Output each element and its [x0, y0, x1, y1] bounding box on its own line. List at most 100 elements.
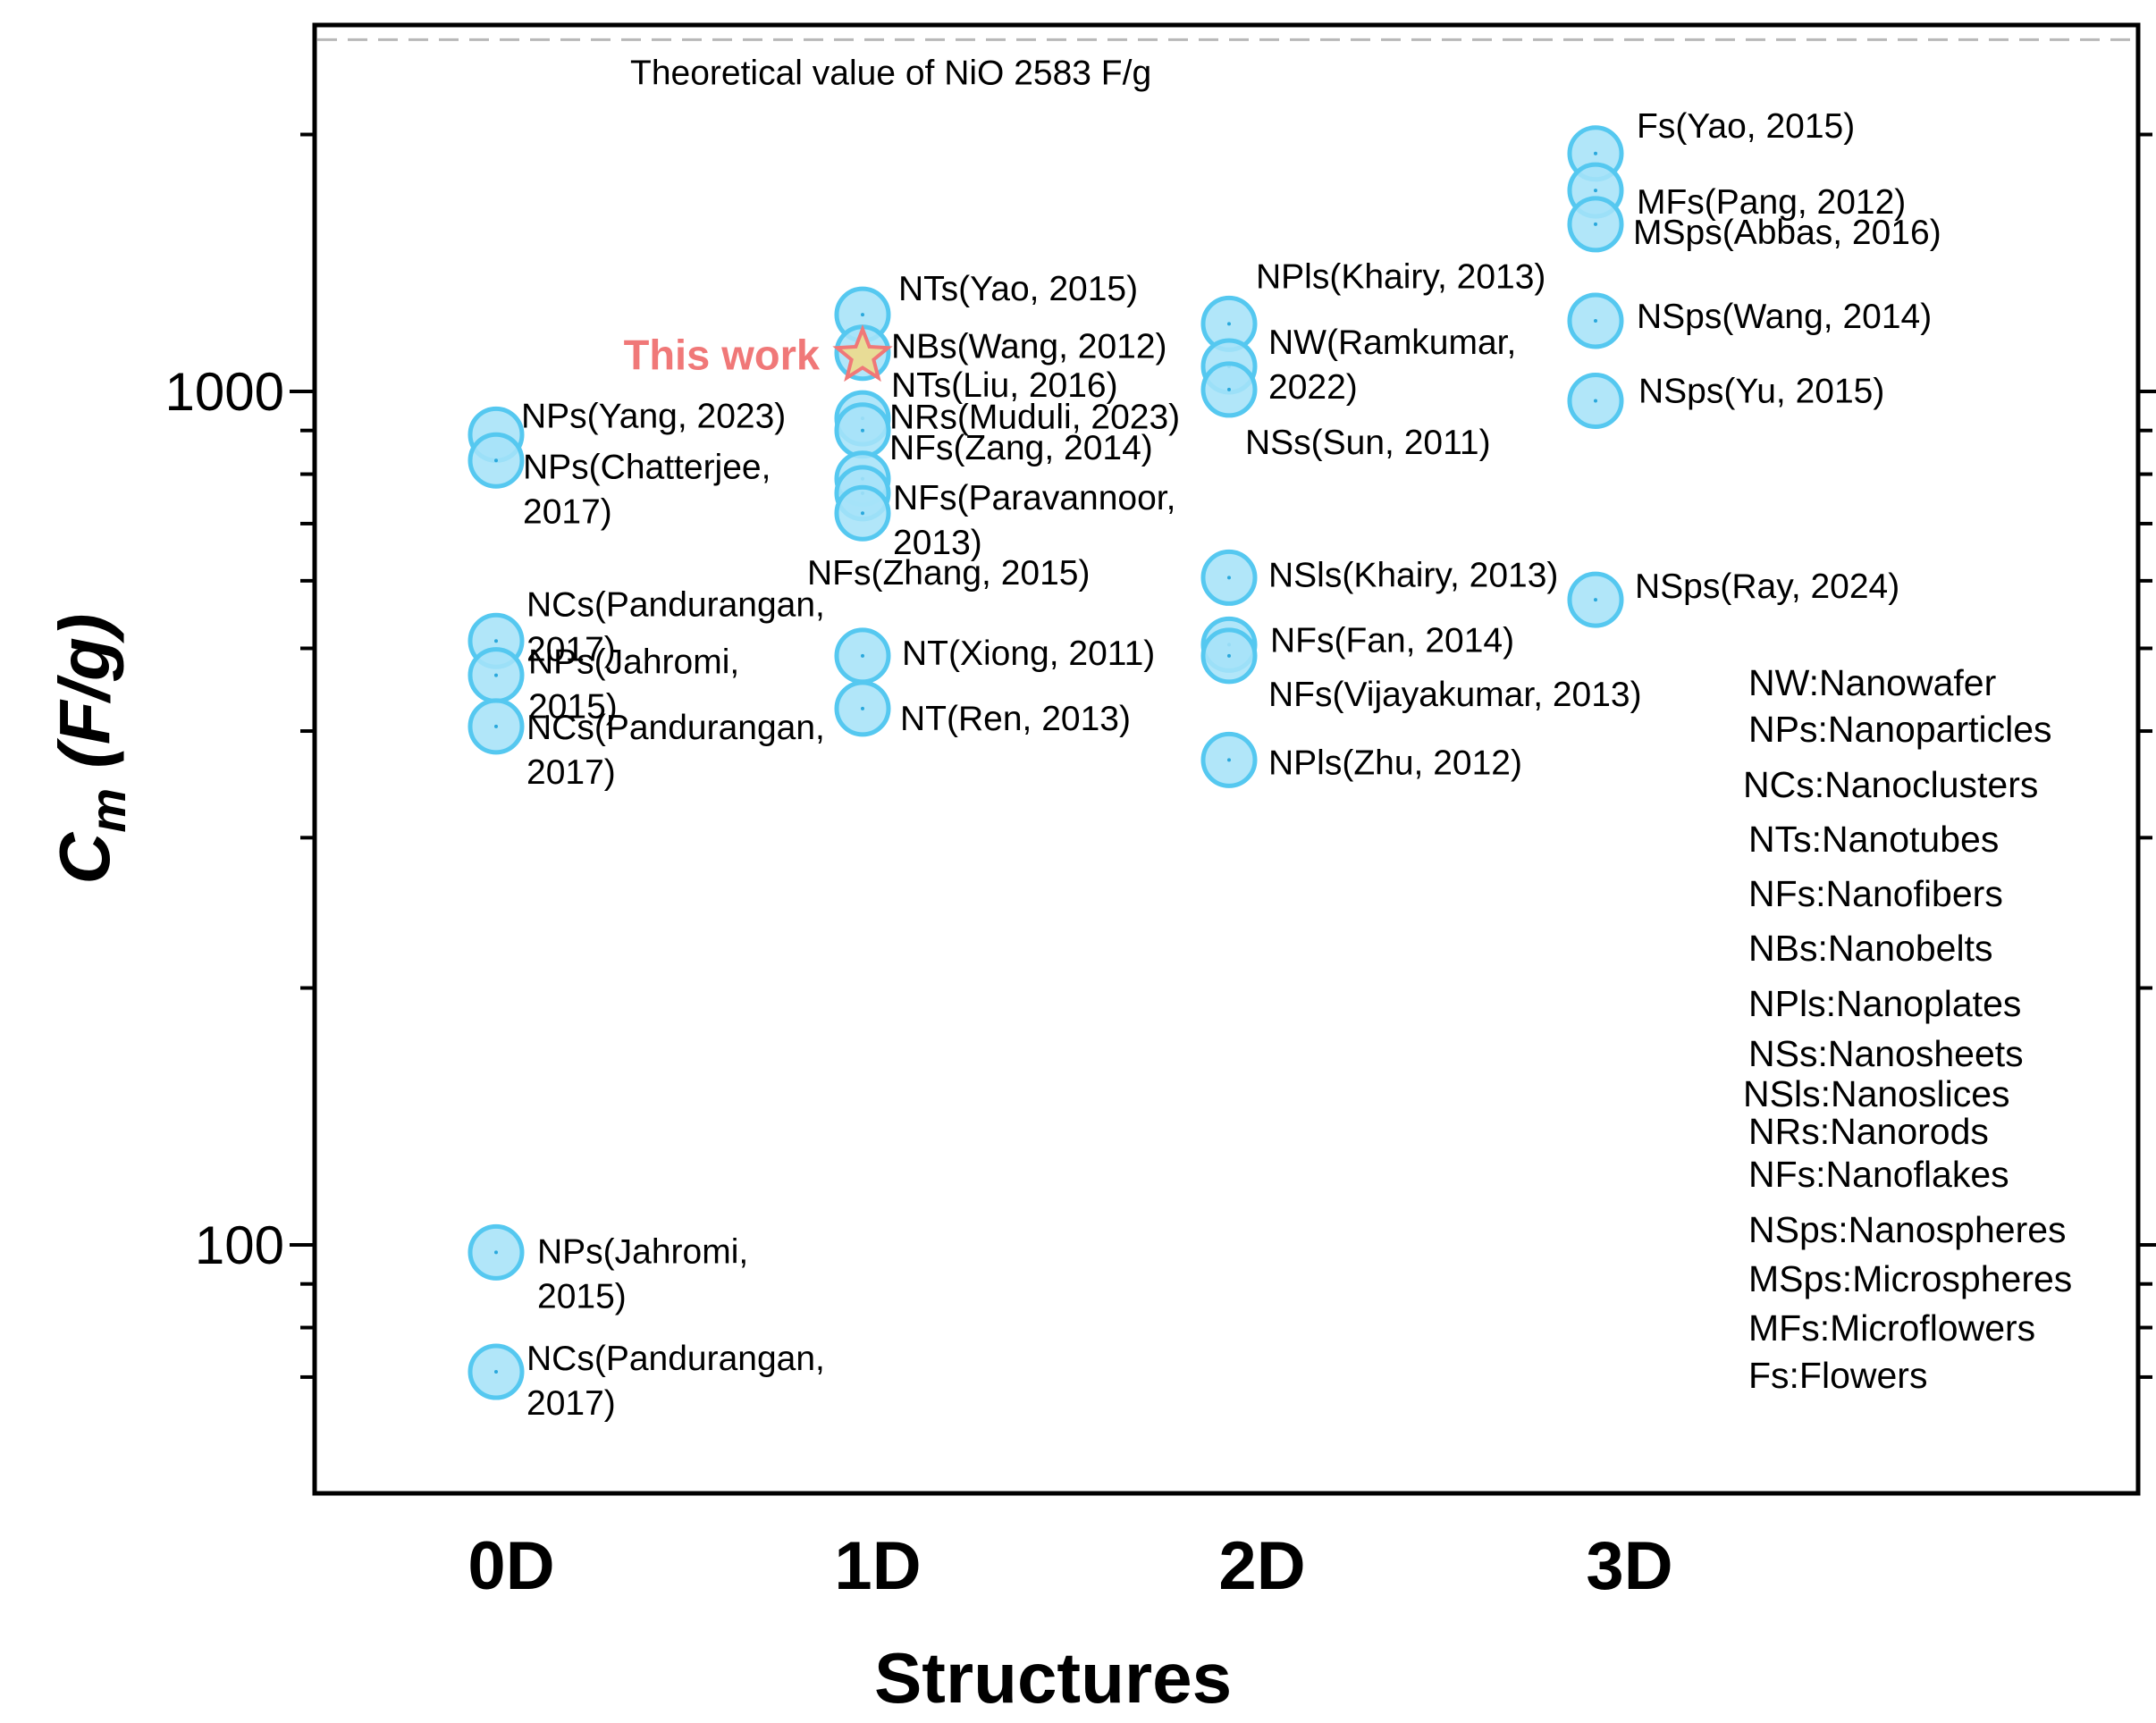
- abbr-item: NFs:Nanofibers: [1748, 873, 2003, 914]
- data-point-label-line: NCs(Pandurangan,: [526, 709, 825, 747]
- data-point-center: [1227, 758, 1231, 762]
- abbr-item: NSls:Nanoslices: [1743, 1073, 2010, 1114]
- abbr-item: MFs:Microflowers: [1748, 1307, 2035, 1349]
- data-point-label-line: NSps(Yu, 2015): [1638, 373, 1884, 411]
- abbr-item: MSps:Microspheres: [1748, 1258, 2072, 1299]
- data-point-label: NSps(Yu, 2015): [1638, 373, 1884, 411]
- data-point-label-line: NPs(Yang, 2023): [521, 397, 786, 435]
- data-point-label: NPls(Khairy, 2013): [1256, 257, 1545, 296]
- data-point-center: [494, 1250, 498, 1255]
- abbr-item: NSps:Nanospheres: [1748, 1209, 2067, 1250]
- data-point-center: [1227, 387, 1231, 391]
- data-point-label: NPls(Zhu, 2012): [1268, 744, 1522, 782]
- data-point-label: NFs(Paravannoor, 2013): [893, 479, 1175, 562]
- abbr-item: NFs:Nanoflakes: [1748, 1154, 2009, 1195]
- data-point-center: [1227, 322, 1231, 326]
- abbr-item: NRs:Nanorods: [1748, 1111, 1989, 1152]
- data-point-center: [1227, 576, 1231, 580]
- data-point-label-line: NPs(Chatterjee,: [523, 448, 771, 486]
- abbr-item: Fs:Flowers: [1748, 1355, 1927, 1396]
- data-point-label-line: NCs(Pandurangan,: [526, 585, 825, 624]
- data-point-center: [494, 1370, 498, 1374]
- y-axis-ticks: [290, 132, 2156, 1379]
- data-point-label-line: MFs(Pang, 2012): [1637, 183, 1906, 222]
- data-point-label: NFs(Vijayakumar, 2013): [1268, 676, 1642, 714]
- data-point-label-line: NCs(Pandurangan,: [526, 1340, 825, 1378]
- y-axis-title-unit: (F/g): [45, 613, 124, 787]
- data-point-label-line: NBs(Wang, 2012): [891, 328, 1167, 366]
- data-point-label-line: NW(Ramkumar,: [1268, 324, 1516, 362]
- data-point-label-line: 2017): [523, 492, 612, 531]
- y-axis-title-main: C: [45, 832, 124, 885]
- data-point-label: NFs(Zang, 2014): [889, 429, 1153, 467]
- x-axis-title: Structures: [874, 1638, 1232, 1718]
- abbr-item: NW:Nanowafer: [1748, 662, 1996, 703]
- data-point-label-line: 2017): [526, 1384, 616, 1423]
- data-point-label-line: NSps(Wang, 2014): [1637, 298, 1932, 336]
- data-point-label-line: 2017): [526, 630, 616, 668]
- data-point-label-line: NPls(Zhu, 2012): [1268, 744, 1522, 782]
- data-point-label-line: NT(Xiong, 2011): [902, 635, 1155, 673]
- abbr-item: NSs:Nanosheets: [1748, 1033, 2024, 1074]
- data-point-label-line: NSps(Ray, 2024): [1635, 567, 1899, 606]
- data-points: NPs(Yang, 2023)NPs(Chatterjee, 2017)NCs(P…: [467, 107, 1941, 1423]
- data-point-center: [1227, 653, 1231, 658]
- this-work-marker-group: This work: [624, 324, 893, 382]
- data-point-center: [861, 313, 864, 317]
- data-point-label-line: NSls(Khairy, 2013): [1268, 556, 1558, 594]
- data-point-label-line: 2017): [526, 753, 616, 792]
- data-point-label: NPs(Jahromi, 2015): [528, 643, 739, 727]
- data-point-label-line: NFs(Vijayakumar, 2013): [1268, 676, 1642, 714]
- data-point-label: Fs(Yao, 2015): [1637, 107, 1855, 146]
- data-point-label: NFs(Fan, 2014): [1270, 621, 1514, 660]
- abbr-item: NPls:Nanoplates: [1748, 983, 2021, 1024]
- this-work-label: This work: [624, 331, 821, 378]
- data-point-label: NFs(Zhang, 2015): [807, 554, 1090, 593]
- data-point-label-line: 2022): [1268, 368, 1358, 407]
- data-point-label: NPs(Yang, 2023): [521, 397, 786, 435]
- data-point-label: NW(Ramkumar, 2022): [1268, 324, 1516, 407]
- data-point-label: NT(Ren, 2013): [900, 700, 1131, 738]
- data-point-center: [1594, 151, 1597, 155]
- data-point-label-line: 2015): [528, 688, 618, 727]
- data-point-label: NBs(Wang, 2012): [891, 328, 1167, 366]
- data-point-label: NRs(Muduli, 2023): [889, 399, 1180, 437]
- y-tick-label-100: 100: [195, 1215, 284, 1275]
- data-point-label: MFs(Pang, 2012): [1637, 183, 1906, 222]
- data-point-label-line: Fs(Yao, 2015): [1637, 107, 1855, 146]
- abbr-item: NPs:Nanoparticles: [1748, 709, 2052, 750]
- data-point-center: [494, 458, 498, 463]
- data-point-center: [861, 511, 864, 516]
- data-point-center: [861, 428, 864, 433]
- data-point-label-line: NFs(Fan, 2014): [1270, 621, 1514, 660]
- data-point-label-line: 2013): [893, 524, 982, 562]
- data-point-label: NSps(Wang, 2014): [1637, 298, 1932, 336]
- abbr-item: NBs:Nanobelts: [1748, 928, 1992, 969]
- plot-frame: [312, 22, 2141, 1496]
- data-point-label: NCs(Pandurangan, 2017): [526, 585, 825, 668]
- y-axis-title-subscript: m: [80, 788, 136, 833]
- x-tick-label-3d: 3D: [1586, 1528, 1672, 1604]
- data-point-label: NSls(Khairy, 2013): [1268, 556, 1558, 594]
- x-tick-label-1d: 1D: [834, 1528, 921, 1604]
- data-point-label: NPs(Jahromi, 2015): [537, 1232, 748, 1315]
- data-point-label: NCs(Pandurangan, 2017): [526, 709, 825, 792]
- data-point-label-line: NPs(Jahromi,: [537, 1232, 748, 1271]
- x-tick-label-2d: 2D: [1218, 1528, 1305, 1604]
- data-point-label-line: 2015): [537, 1277, 627, 1315]
- data-point-label: MSps(Abbas, 2016): [1633, 214, 1941, 252]
- data-point-label-line: NPls(Khairy, 2013): [1256, 257, 1545, 296]
- data-point-label-line: NT(Ren, 2013): [900, 700, 1131, 738]
- data-point-center: [494, 724, 498, 728]
- data-point-center: [1594, 399, 1597, 403]
- data-point-label: NTs(Liu, 2016): [891, 366, 1118, 405]
- this-work-star-icon: [832, 324, 893, 382]
- data-point-label: NT(Xiong, 2011): [902, 635, 1155, 673]
- data-point-label: NTs(Yao, 2015): [898, 270, 1138, 308]
- data-point-center: [861, 706, 864, 710]
- data-point-label: NCs(Pandurangan, 2017): [526, 1340, 825, 1423]
- data-point-label-line: NFs(Paravannoor,: [893, 479, 1175, 517]
- data-point-label: NSps(Ray, 2024): [1635, 567, 1899, 606]
- data-point-label-line: NPs(Jahromi,: [528, 643, 739, 682]
